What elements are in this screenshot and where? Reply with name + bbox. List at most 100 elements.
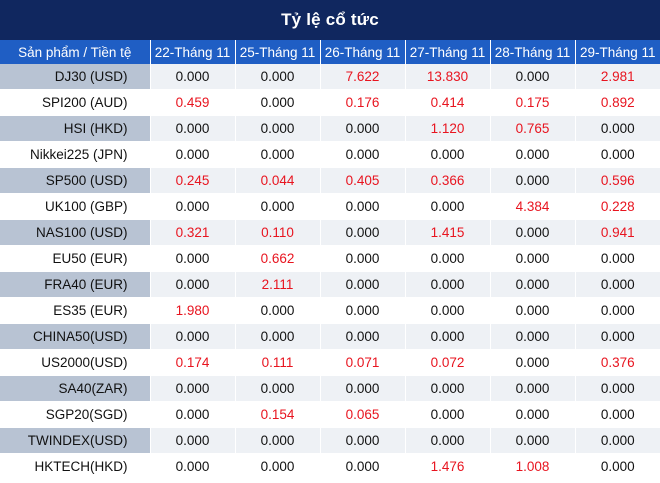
value-cell: 0.376: [575, 349, 660, 376]
product-cell: UK100 (GBP): [0, 193, 151, 220]
value-cell: 7.622: [320, 64, 406, 90]
value-cell: 0.000: [235, 141, 321, 168]
value-cell: 4.384: [490, 193, 576, 220]
value-cell: 0.000: [490, 349, 576, 376]
table-row: SPI200 (AUD) 0.459 0.000 0.176 0.414 0.175 0.8…: [0, 89, 660, 116]
value-cell: 0.000: [575, 375, 660, 402]
product-cell: HSI (HKD): [0, 115, 151, 142]
value-cell: 0.765: [490, 115, 576, 142]
value-cell: 0.000: [575, 271, 660, 298]
value-cell: 0.111: [235, 349, 321, 376]
value-cell: 0.000: [150, 245, 236, 272]
value-cell: 0.000: [150, 453, 236, 480]
value-cell: 0.000: [320, 297, 406, 324]
product-cell: SGP20(SGD): [0, 401, 151, 428]
value-cell: 0.000: [490, 323, 576, 350]
value-cell: 0.000: [575, 401, 660, 428]
value-cell: 0.154: [235, 401, 321, 428]
table-row: SA40(ZAR) 0.000 0.000 0.000 0.000 0.000 0.000: [0, 375, 660, 402]
value-cell: 1.980: [150, 297, 236, 324]
header-row: Sản phẩm / Tiền tệ 22-Tháng 11 25-Tháng …: [0, 40, 660, 64]
value-cell: 0.000: [490, 271, 576, 298]
value-cell: 0.000: [575, 453, 660, 480]
product-cell: SP500 (USD): [0, 167, 151, 194]
value-cell: 0.000: [490, 219, 576, 246]
product-cell: NAS100 (USD): [0, 219, 151, 246]
product-cell: SA40(ZAR): [0, 375, 151, 402]
value-cell: 0.000: [575, 427, 660, 454]
value-cell: 0.000: [490, 167, 576, 194]
value-cell: 0.000: [235, 453, 321, 480]
value-cell: 0.662: [235, 245, 321, 272]
value-cell: 0.000: [320, 323, 406, 350]
table-row: SGP20(SGD) 0.000 0.154 0.065 0.000 0.000 0.000: [0, 401, 660, 428]
table-body: DJ30 (USD) 0.000 0.000 7.622 13.830 0.000 2.98…: [0, 64, 660, 480]
value-cell: 0.000: [150, 427, 236, 454]
header-date-1: 22-Tháng 11: [150, 40, 236, 64]
value-cell: 0.072: [405, 349, 491, 376]
value-cell: 0.000: [150, 64, 236, 90]
value-cell: 0.941: [575, 219, 660, 246]
header-date-4: 27-Tháng 11: [405, 40, 491, 64]
value-cell: 0.000: [490, 297, 576, 324]
value-cell: 0.000: [320, 141, 406, 168]
value-cell: 0.000: [320, 245, 406, 272]
table-row: UK100 (GBP) 0.000 0.000 0.000 0.000 4.384 0.22…: [0, 193, 660, 220]
value-cell: 0.000: [235, 115, 321, 142]
value-cell: 0.000: [575, 297, 660, 324]
value-cell: 0.596: [575, 167, 660, 194]
value-cell: 0.000: [150, 271, 236, 298]
value-cell: 0.000: [320, 427, 406, 454]
value-cell: 0.065: [320, 401, 406, 428]
product-cell: FRA40 (EUR): [0, 271, 151, 298]
value-cell: 0.000: [150, 193, 236, 220]
table-row: HKTECH(HKD) 0.000 0.000 0.000 1.476 1.008 0.00…: [0, 453, 660, 480]
table-row: Nikkei225 (JPN) 0.000 0.000 0.000 0.000 0.000…: [0, 141, 660, 168]
dividend-table: Sản phẩm / Tiền tệ 22-Tháng 11 25-Tháng …: [0, 40, 660, 480]
value-cell: 0.000: [235, 297, 321, 324]
value-cell: 0.000: [150, 115, 236, 142]
value-cell: 0.000: [320, 271, 406, 298]
table-row: SP500 (USD) 0.245 0.044 0.405 0.366 0.000 0.59…: [0, 167, 660, 194]
table-row: TWINDEX(USD) 0.000 0.000 0.000 0.000 0.000 0.0…: [0, 427, 660, 454]
value-cell: 0.321: [150, 219, 236, 246]
value-cell: 0.245: [150, 167, 236, 194]
value-cell: 2.111: [235, 271, 321, 298]
value-cell: 0.000: [235, 427, 321, 454]
value-cell: 0.000: [405, 375, 491, 402]
table-row: NAS100 (USD) 0.321 0.110 0.000 1.415 0.000 0.9…: [0, 219, 660, 246]
value-cell: 0.000: [405, 271, 491, 298]
value-cell: 0.000: [320, 453, 406, 480]
value-cell: 2.981: [575, 64, 660, 90]
value-cell: 0.366: [405, 167, 491, 194]
value-cell: 0.000: [150, 141, 236, 168]
value-cell: 0.000: [150, 375, 236, 402]
product-cell: SPI200 (AUD): [0, 89, 151, 116]
value-cell: 0.000: [320, 115, 406, 142]
value-cell: 0.000: [405, 401, 491, 428]
value-cell: 0.000: [405, 323, 491, 350]
value-cell: 0.000: [490, 245, 576, 272]
value-cell: 0.000: [490, 64, 576, 90]
value-cell: 0.000: [405, 193, 491, 220]
product-cell: TWINDEX(USD): [0, 427, 151, 454]
table-row: DJ30 (USD) 0.000 0.000 7.622 13.830 0.000 2.98…: [0, 64, 660, 90]
header-date-3: 26-Tháng 11: [320, 40, 406, 64]
table-row: FRA40 (EUR) 0.000 2.111 0.000 0.000 0.000 0.00…: [0, 271, 660, 298]
table-row: CHINA50(USD) 0.000 0.000 0.000 0.000 0.000 0.0…: [0, 323, 660, 350]
value-cell: 0.228: [575, 193, 660, 220]
value-cell: 0.000: [405, 245, 491, 272]
value-cell: 0.405: [320, 167, 406, 194]
table-row: HSI (HKD) 0.000 0.000 0.000 1.120 0.765 0.000: [0, 115, 660, 142]
value-cell: 0.000: [235, 193, 321, 220]
table-title: Tỷ lệ cổ tức: [0, 0, 660, 40]
value-cell: 0.000: [320, 193, 406, 220]
value-cell: 0.000: [490, 427, 576, 454]
value-cell: 0.175: [490, 89, 576, 116]
value-cell: 0.174: [150, 349, 236, 376]
product-cell: CHINA50(USD): [0, 323, 151, 350]
value-cell: 1.008: [490, 453, 576, 480]
value-cell: 1.120: [405, 115, 491, 142]
value-cell: 1.476: [405, 453, 491, 480]
